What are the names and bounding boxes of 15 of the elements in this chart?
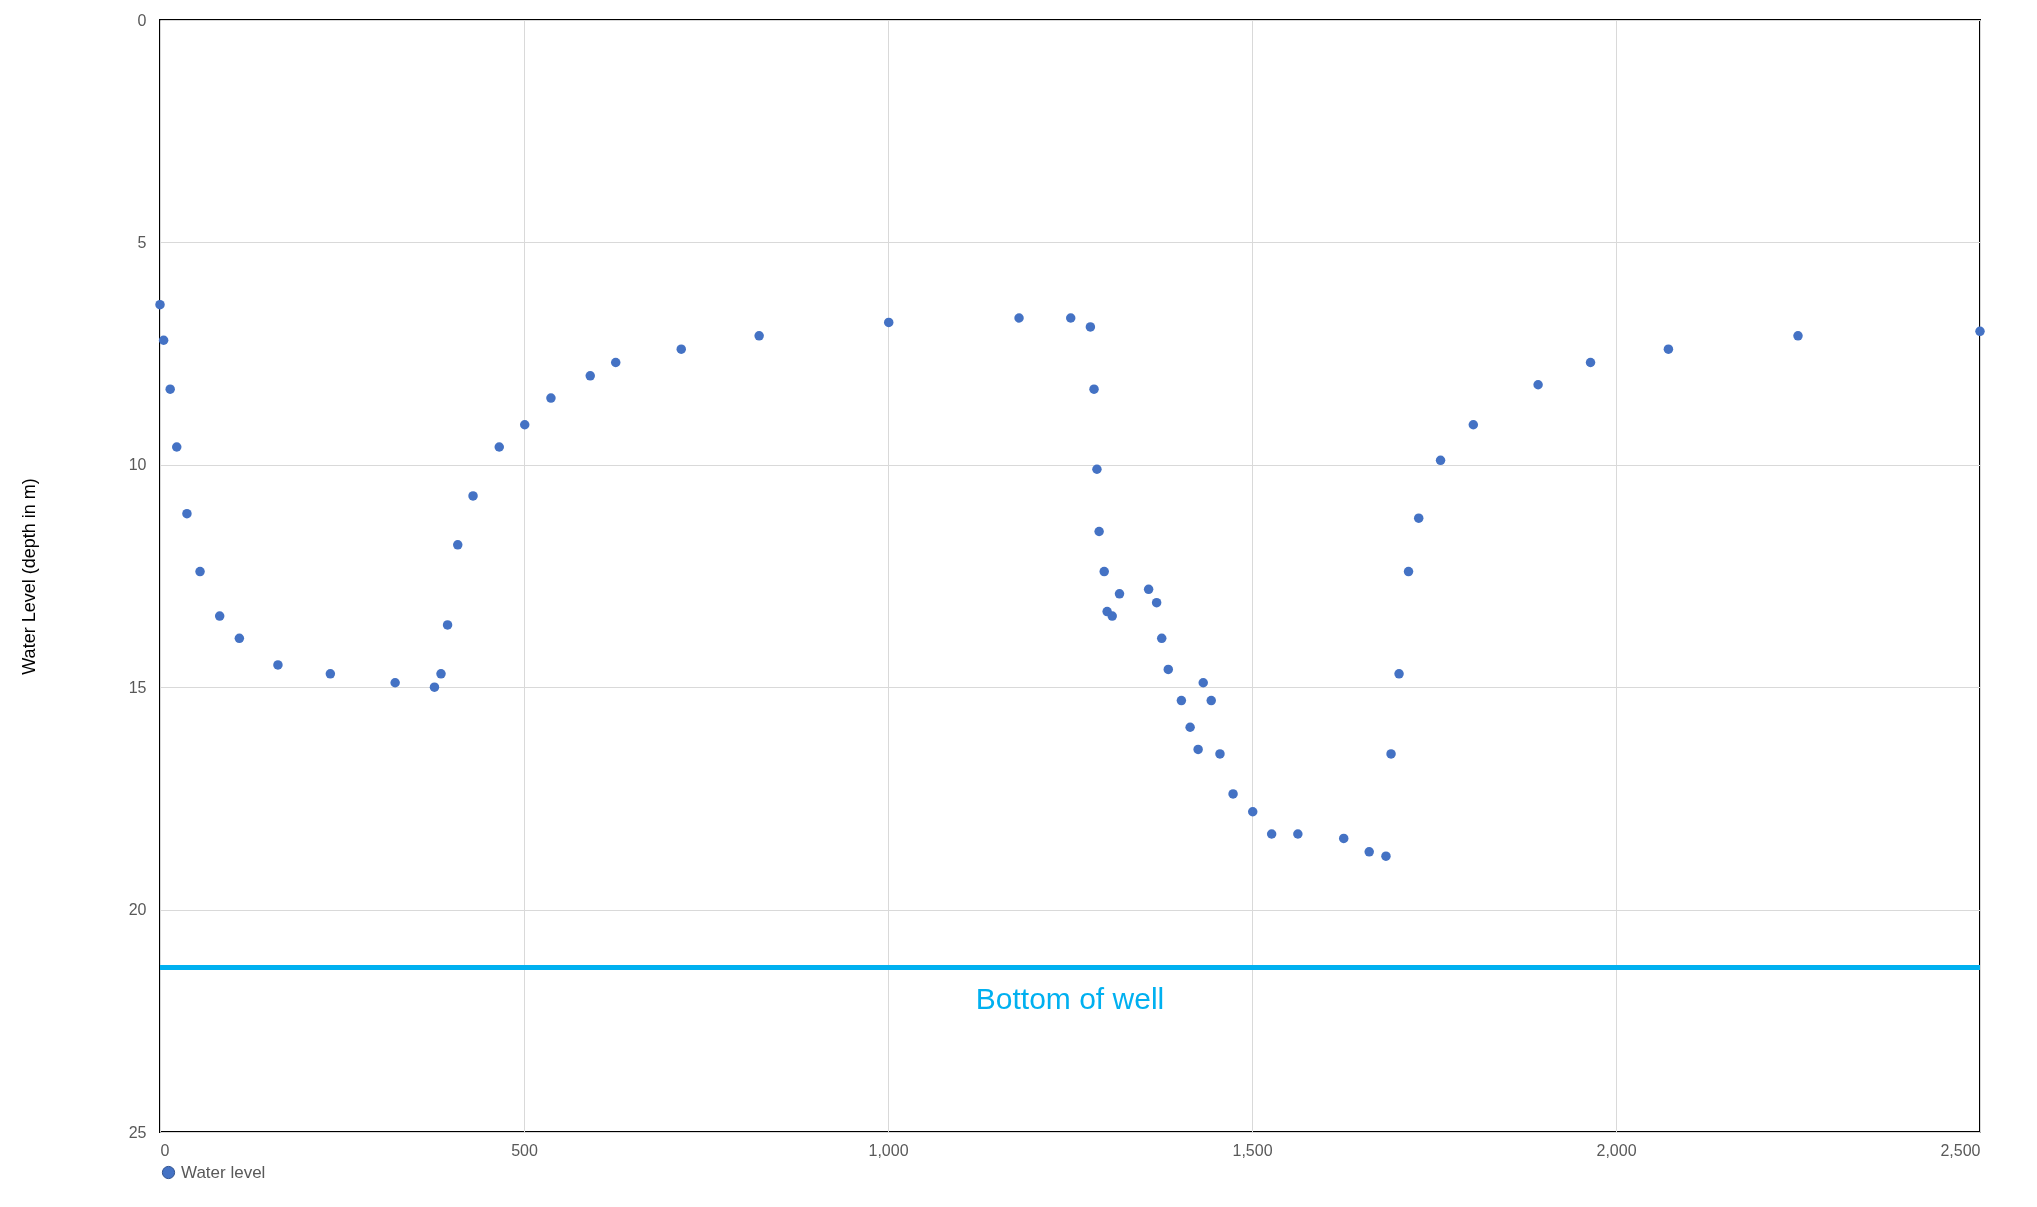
y-tick-label: 5 bbox=[137, 233, 147, 251]
x-tick-label: 500 bbox=[511, 1141, 538, 1159]
x-tick-label: 2,500 bbox=[1940, 1141, 1981, 1159]
y-axis-title: Water Level (depth in m) bbox=[18, 478, 39, 675]
legend-label: Water level bbox=[181, 1162, 266, 1182]
y-tick-label: 20 bbox=[128, 901, 147, 919]
x-tick-label: 2,000 bbox=[1596, 1141, 1637, 1159]
ref-line-label: Bottom of well bbox=[975, 982, 1165, 1016]
x-tick-label: 1,000 bbox=[868, 1141, 909, 1159]
y-tick-label: 15 bbox=[128, 678, 147, 696]
y-tick-label: 25 bbox=[128, 1123, 147, 1141]
x-tick-label: 1,500 bbox=[1232, 1141, 1273, 1159]
x-tick-label: 0 bbox=[160, 1141, 170, 1159]
y-tick-label: 10 bbox=[128, 456, 147, 474]
y-tick-label: 0 bbox=[137, 11, 147, 29]
